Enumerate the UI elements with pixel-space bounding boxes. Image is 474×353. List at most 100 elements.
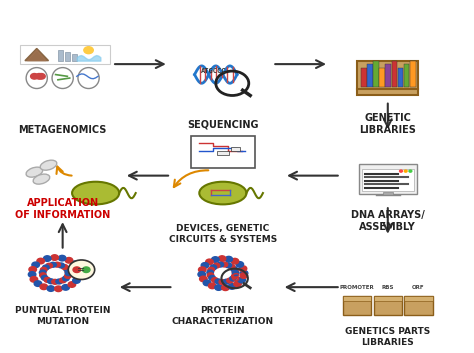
FancyBboxPatch shape xyxy=(404,296,433,301)
Circle shape xyxy=(73,278,80,283)
Circle shape xyxy=(47,286,55,291)
Circle shape xyxy=(75,270,83,276)
Circle shape xyxy=(84,47,93,54)
Ellipse shape xyxy=(52,68,73,89)
Text: DEVICES, GENETIC
CIRCUITS & SYSTEMS: DEVICES, GENETIC CIRCUITS & SYSTEMS xyxy=(169,225,277,244)
Circle shape xyxy=(404,170,407,172)
Text: DNA ARRAYS/
ASSEMBLY: DNA ARRAYS/ ASSEMBLY xyxy=(351,210,425,232)
Ellipse shape xyxy=(26,167,43,177)
Circle shape xyxy=(50,262,56,267)
Circle shape xyxy=(201,263,209,268)
Circle shape xyxy=(209,283,216,289)
Circle shape xyxy=(61,264,68,269)
FancyBboxPatch shape xyxy=(404,296,433,315)
Circle shape xyxy=(56,279,63,284)
FancyBboxPatch shape xyxy=(410,61,416,87)
Circle shape xyxy=(48,279,55,284)
Circle shape xyxy=(52,279,58,284)
Circle shape xyxy=(211,257,219,262)
Circle shape xyxy=(64,267,70,272)
FancyBboxPatch shape xyxy=(374,296,402,301)
Circle shape xyxy=(208,267,214,272)
Circle shape xyxy=(40,267,47,272)
Circle shape xyxy=(55,286,62,292)
Circle shape xyxy=(65,269,72,274)
Circle shape xyxy=(217,262,224,267)
Circle shape xyxy=(32,262,39,268)
Text: PROTEIN
CHARACTERIZATION: PROTEIN CHARACTERIZATION xyxy=(172,306,274,326)
Circle shape xyxy=(74,265,82,271)
Circle shape xyxy=(75,273,82,279)
Ellipse shape xyxy=(199,182,246,204)
Circle shape xyxy=(64,274,71,279)
Circle shape xyxy=(206,259,213,265)
Circle shape xyxy=(73,267,81,273)
Circle shape xyxy=(39,270,46,275)
FancyBboxPatch shape xyxy=(383,192,392,196)
Text: ORF: ORF xyxy=(412,285,425,290)
Circle shape xyxy=(207,270,213,275)
FancyBboxPatch shape xyxy=(65,52,70,61)
Circle shape xyxy=(30,276,37,282)
Circle shape xyxy=(82,267,90,273)
Circle shape xyxy=(225,263,232,268)
Circle shape xyxy=(37,73,45,79)
Polygon shape xyxy=(27,50,46,61)
Circle shape xyxy=(231,258,239,264)
FancyBboxPatch shape xyxy=(379,68,385,87)
Polygon shape xyxy=(25,48,48,61)
Circle shape xyxy=(231,267,237,271)
Text: =: = xyxy=(77,265,86,275)
Circle shape xyxy=(236,262,244,267)
Circle shape xyxy=(198,271,206,277)
Ellipse shape xyxy=(40,160,57,170)
Text: G: G xyxy=(230,274,239,283)
Circle shape xyxy=(225,256,233,262)
Text: GENETIC
LIBRARIES: GENETIC LIBRARIES xyxy=(359,113,416,134)
Text: PROMOTER: PROMOTER xyxy=(340,285,374,290)
Ellipse shape xyxy=(26,68,47,89)
FancyBboxPatch shape xyxy=(404,64,410,87)
Circle shape xyxy=(60,278,66,283)
Circle shape xyxy=(240,273,247,279)
Text: GENETICS PARTS
LIBRARIES: GENETICS PARTS LIBRARIES xyxy=(345,327,430,347)
Ellipse shape xyxy=(72,182,119,204)
Circle shape xyxy=(71,261,78,267)
FancyBboxPatch shape xyxy=(362,169,414,191)
FancyBboxPatch shape xyxy=(343,296,371,315)
Text: SEQUENCING: SEQUENCING xyxy=(187,120,259,130)
Text: METAGENOMICS: METAGENOMICS xyxy=(18,125,107,135)
Circle shape xyxy=(43,265,49,270)
Circle shape xyxy=(228,264,235,269)
Circle shape xyxy=(230,276,237,281)
FancyBboxPatch shape xyxy=(373,61,379,87)
Circle shape xyxy=(62,285,70,290)
Circle shape xyxy=(234,281,241,287)
Circle shape xyxy=(40,284,47,289)
FancyBboxPatch shape xyxy=(385,64,391,87)
Circle shape xyxy=(221,262,228,267)
FancyBboxPatch shape xyxy=(367,64,373,87)
Circle shape xyxy=(34,281,42,286)
Circle shape xyxy=(209,275,215,280)
Text: PUNTUAL PROTEIN
MUTATION: PUNTUAL PROTEIN MUTATION xyxy=(15,306,110,326)
Circle shape xyxy=(31,73,38,79)
Circle shape xyxy=(199,267,206,273)
Circle shape xyxy=(215,285,222,290)
Circle shape xyxy=(37,258,45,264)
Circle shape xyxy=(409,170,412,172)
Circle shape xyxy=(40,273,46,278)
Circle shape xyxy=(63,276,69,281)
Circle shape xyxy=(227,278,233,283)
Ellipse shape xyxy=(78,68,99,89)
Circle shape xyxy=(44,256,51,261)
FancyBboxPatch shape xyxy=(358,164,417,194)
FancyBboxPatch shape xyxy=(191,136,255,168)
Circle shape xyxy=(200,276,207,282)
Circle shape xyxy=(222,285,229,291)
Circle shape xyxy=(238,277,246,283)
Circle shape xyxy=(41,275,48,280)
Circle shape xyxy=(65,271,72,276)
Circle shape xyxy=(54,262,61,267)
Text: ATGCCC: ATGCCC xyxy=(201,68,226,74)
